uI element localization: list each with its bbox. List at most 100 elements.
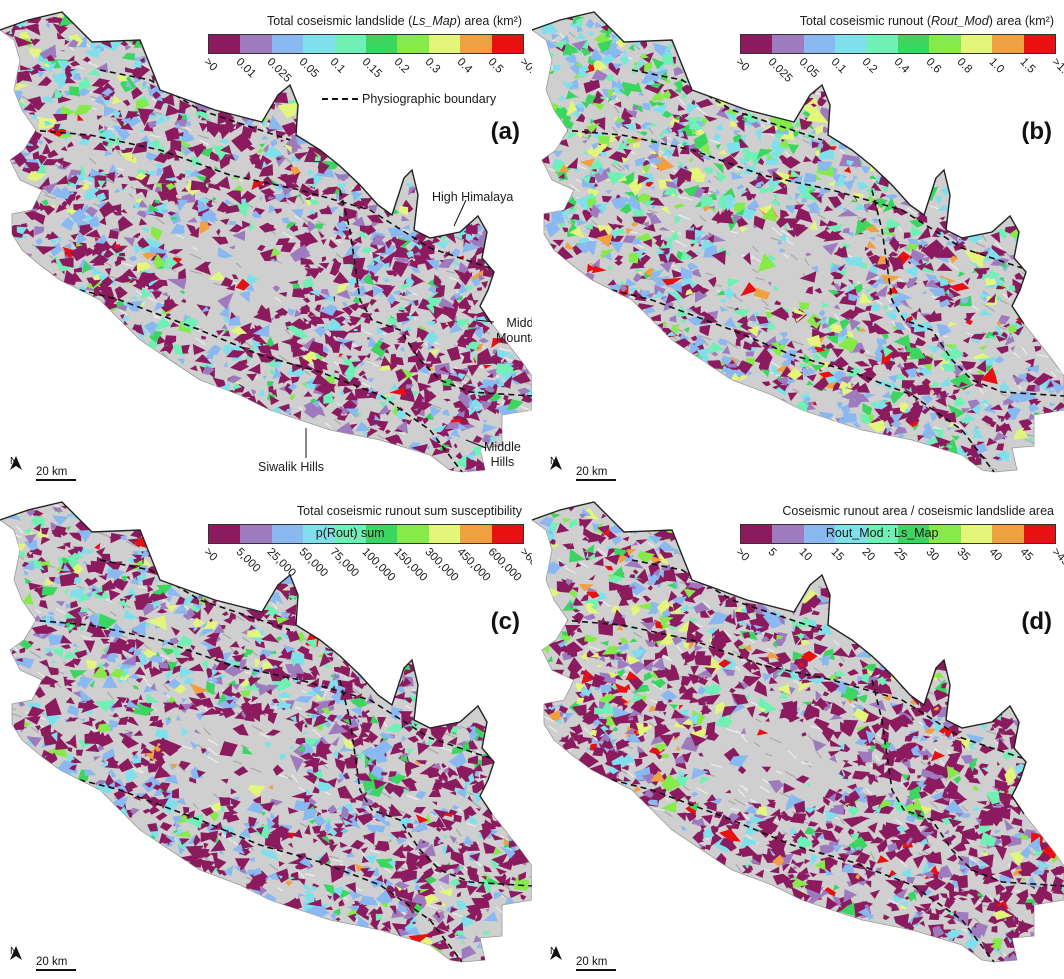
catchment-polygon xyxy=(507,399,524,411)
catchment-polygon xyxy=(56,760,77,778)
catchment-polygon xyxy=(359,312,373,319)
catchment-polygon xyxy=(464,379,473,385)
catchment-polygon xyxy=(591,102,605,111)
map-svg xyxy=(532,501,1064,963)
catchment-polygon xyxy=(624,110,638,119)
catchment-polygon xyxy=(328,239,338,249)
catchment-polygon xyxy=(414,838,430,851)
catchment-polygon xyxy=(159,749,167,753)
catchment-polygon xyxy=(427,342,435,350)
catchment-polygon xyxy=(661,136,668,145)
catchment-polygon xyxy=(85,206,98,218)
catchment-polygon xyxy=(67,39,79,48)
legend-swatch xyxy=(992,35,1024,53)
catchment-polygon xyxy=(770,199,781,206)
catchment-polygon xyxy=(345,391,359,401)
catchment-polygon xyxy=(434,910,440,917)
catchment-polygon xyxy=(79,689,93,703)
catchment-polygon xyxy=(949,890,971,897)
catchment-polygon xyxy=(242,696,252,704)
catchment-polygon xyxy=(591,265,607,274)
catchment-polygon xyxy=(462,367,470,372)
catchment-polygon xyxy=(490,819,500,828)
catchment-polygon xyxy=(139,115,150,126)
catchment-polygon xyxy=(19,31,30,39)
catchment-polygon xyxy=(310,885,317,891)
catchment-polygon xyxy=(606,172,627,186)
catchment-polygon xyxy=(660,801,677,813)
catchment-polygon xyxy=(832,380,846,392)
catchment-polygon xyxy=(345,408,359,418)
catchment-polygon xyxy=(997,956,1004,962)
catchment-polygon xyxy=(217,246,234,259)
catchment-polygon xyxy=(405,419,412,425)
catchment-polygon xyxy=(32,550,43,556)
catchment-polygon xyxy=(349,696,368,709)
catchment-polygon xyxy=(81,261,92,274)
catchment-polygon xyxy=(698,843,704,850)
catchment-polygon xyxy=(270,650,276,655)
catchment-polygon xyxy=(401,777,417,788)
catchment-polygon xyxy=(637,174,650,185)
catchment-polygon xyxy=(217,109,235,125)
scale-line xyxy=(36,479,76,481)
legend-swatch xyxy=(303,525,335,543)
catchment-polygon xyxy=(209,150,220,162)
catchment-polygon xyxy=(231,176,240,180)
catchment-polygon xyxy=(359,225,370,233)
catchment-polygon xyxy=(141,81,148,87)
catchment-polygon xyxy=(478,337,489,344)
catchment-polygon xyxy=(302,222,309,228)
catchment-polygon xyxy=(757,253,777,272)
catchment-polygon xyxy=(598,143,608,149)
catchment-polygon xyxy=(461,308,469,315)
catchment-polygon xyxy=(290,651,305,666)
catchment-polygon xyxy=(253,867,262,877)
catchment-polygon xyxy=(747,325,760,337)
catchment-polygon xyxy=(460,939,466,945)
catchment-polygon xyxy=(74,649,87,659)
catchment-polygon xyxy=(414,406,421,410)
panel-label: (b) xyxy=(1021,118,1052,145)
catchment-polygon xyxy=(416,416,424,422)
catchment-polygon xyxy=(278,861,285,867)
catchment-polygon xyxy=(405,768,412,778)
catchment-polygon xyxy=(402,330,411,337)
catchment-polygon xyxy=(932,407,950,420)
catchment-polygon xyxy=(494,432,500,437)
catchment-polygon xyxy=(76,184,85,190)
catchment-polygon xyxy=(688,157,693,162)
catchment-polygon xyxy=(614,255,624,261)
catchment-polygon xyxy=(104,105,118,118)
catchment-polygon xyxy=(241,848,250,854)
catchment-polygon xyxy=(601,532,605,537)
catchment-polygon xyxy=(148,666,156,676)
catchment-polygon xyxy=(477,380,483,386)
catchment-polygon xyxy=(863,366,874,376)
catchment-polygon xyxy=(20,657,35,669)
catchment-polygon xyxy=(810,103,817,108)
catchment-polygon xyxy=(409,672,415,676)
catchment-polygon xyxy=(891,293,898,298)
scale-label: 20 km xyxy=(36,466,68,478)
catchment-polygon xyxy=(116,300,124,308)
catchment-polygon xyxy=(698,244,703,247)
catchment-polygon xyxy=(890,309,899,313)
catchment-polygon xyxy=(717,214,734,224)
catchment-polygon xyxy=(94,94,107,106)
catchment-polygon xyxy=(293,410,302,420)
catchment-polygon xyxy=(251,210,263,219)
catchment-polygon xyxy=(393,257,410,266)
catchment-polygon xyxy=(302,297,311,303)
catchment-polygon xyxy=(271,821,281,830)
catchment-polygon xyxy=(312,765,319,774)
catchment-polygon xyxy=(111,95,123,105)
catchment-polygon xyxy=(206,120,223,138)
catchment-polygon xyxy=(446,435,454,441)
north-arrow-icon xyxy=(10,456,22,470)
dashed-line-icon xyxy=(322,98,358,100)
catchment-polygon xyxy=(147,615,167,631)
catchment-polygon xyxy=(569,78,579,90)
catchment-polygon xyxy=(154,199,160,204)
catchment-polygon xyxy=(421,840,426,843)
